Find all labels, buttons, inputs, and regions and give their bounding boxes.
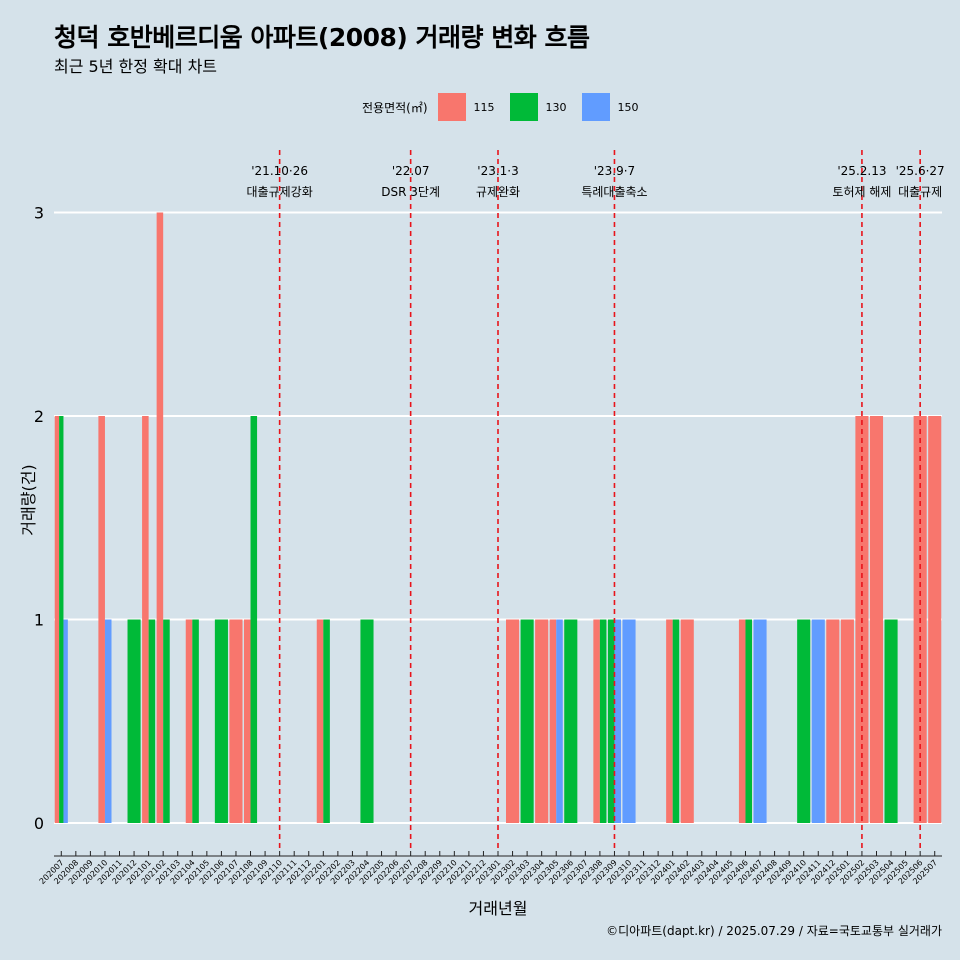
bar-130-202102 bbox=[163, 619, 170, 823]
bar-130-202309 bbox=[607, 619, 615, 823]
bar-150-202310 bbox=[622, 619, 636, 823]
bar-150-202407 bbox=[753, 619, 767, 823]
bar-115-202308 bbox=[593, 619, 600, 823]
legend-title: 전용면적(㎡) bbox=[362, 100, 428, 115]
event-label: 토허제 해제 bbox=[832, 185, 891, 199]
event-date: '25.2.13 bbox=[837, 164, 886, 178]
event-label: DSR 3단계 bbox=[381, 185, 440, 199]
legend: 전용면적(㎡) 115 130 150 bbox=[362, 92, 654, 122]
bar-115-202010 bbox=[98, 416, 105, 823]
legend-label-130: 130 bbox=[545, 100, 567, 114]
x-axis-title: 거래년월 bbox=[469, 899, 528, 918]
event-date: '22.07 bbox=[392, 164, 430, 178]
bar-115-202007 bbox=[54, 416, 60, 823]
bar-115-202412 bbox=[826, 619, 840, 823]
bar-115-202501 bbox=[840, 619, 854, 823]
bar-115-202201 bbox=[316, 619, 324, 823]
bar-150-202309 bbox=[614, 619, 622, 823]
event-label: 특례대출축소 bbox=[581, 185, 647, 199]
chart-title: 청덕 호반베르디움 아파트(2008) 거래량 변화 흐름 bbox=[54, 23, 590, 52]
bar-130-202204 bbox=[360, 619, 374, 823]
chart-subtitle: 최근 5년 한정 확대 차트 bbox=[54, 57, 218, 76]
bar-150-202010 bbox=[104, 619, 112, 823]
legend-key-150 bbox=[581, 93, 610, 121]
bar-130-202308 bbox=[599, 619, 607, 823]
bar-130-202306 bbox=[564, 619, 578, 823]
legend-item-150: 150 bbox=[581, 93, 646, 121]
bar-115-202102 bbox=[156, 212, 164, 823]
bar-115-202107 bbox=[229, 619, 243, 823]
legend-item-115: 115 bbox=[437, 93, 502, 121]
y-tick-label: 2 bbox=[34, 407, 44, 426]
bar-150-202305 bbox=[556, 619, 563, 823]
legend-item-130: 130 bbox=[509, 93, 574, 121]
event-date: '23.1·3 bbox=[477, 164, 518, 178]
bar-130-202106 bbox=[214, 619, 228, 823]
source-caption: ©디아파트(dapt.kr) / 2025.07.29 / 자료=국토교통부 실… bbox=[606, 924, 942, 938]
bar-115-202304 bbox=[535, 619, 549, 823]
bar-115-202406 bbox=[738, 619, 746, 823]
bar-130-202108 bbox=[250, 416, 258, 823]
bar-130-202104 bbox=[192, 619, 199, 823]
y-axis-title: 거래량(건) bbox=[19, 464, 38, 535]
bar-130-202410 bbox=[797, 619, 811, 823]
bar-130-202406 bbox=[745, 619, 753, 823]
bar-130-202101 bbox=[148, 619, 156, 823]
bar-130-202401 bbox=[672, 619, 680, 823]
legend-key-130 bbox=[509, 93, 538, 121]
event-label: 대출규제강화 bbox=[247, 185, 313, 199]
bar-130-202303 bbox=[520, 619, 534, 823]
event-date: '21.10·26 bbox=[251, 164, 308, 178]
bar-130-202201 bbox=[323, 619, 330, 823]
y-tick-label: 0 bbox=[34, 814, 44, 833]
bar-115-202104 bbox=[185, 619, 193, 823]
y-tick-label: 1 bbox=[34, 611, 44, 630]
bar-115-202503 bbox=[869, 416, 884, 823]
bar-150-202007 bbox=[63, 619, 68, 823]
bar-115-202402 bbox=[680, 619, 694, 823]
event-label: 대출규제 bbox=[898, 185, 942, 199]
bar-130-202007 bbox=[59, 416, 64, 823]
legend-key-115 bbox=[437, 93, 466, 121]
bar-115-202108 bbox=[243, 619, 251, 823]
bar-130-202012 bbox=[127, 619, 141, 823]
bar-115-202305 bbox=[549, 619, 557, 823]
bar-130-202504 bbox=[884, 619, 898, 823]
bar-115-202507 bbox=[928, 416, 942, 823]
bar-115-202101 bbox=[142, 416, 149, 823]
y-tick-label: 3 bbox=[34, 204, 44, 223]
bar-150-202411 bbox=[811, 619, 825, 823]
legend-label-150: 150 bbox=[617, 100, 639, 114]
bar-115-202401 bbox=[666, 619, 673, 823]
event-date: '23.9·7 bbox=[594, 164, 635, 178]
event-date: '25.6·27 bbox=[896, 164, 945, 178]
event-label: 규제완화 bbox=[476, 185, 520, 199]
bar-115-202302 bbox=[506, 619, 520, 823]
legend-label-115: 115 bbox=[473, 100, 495, 114]
